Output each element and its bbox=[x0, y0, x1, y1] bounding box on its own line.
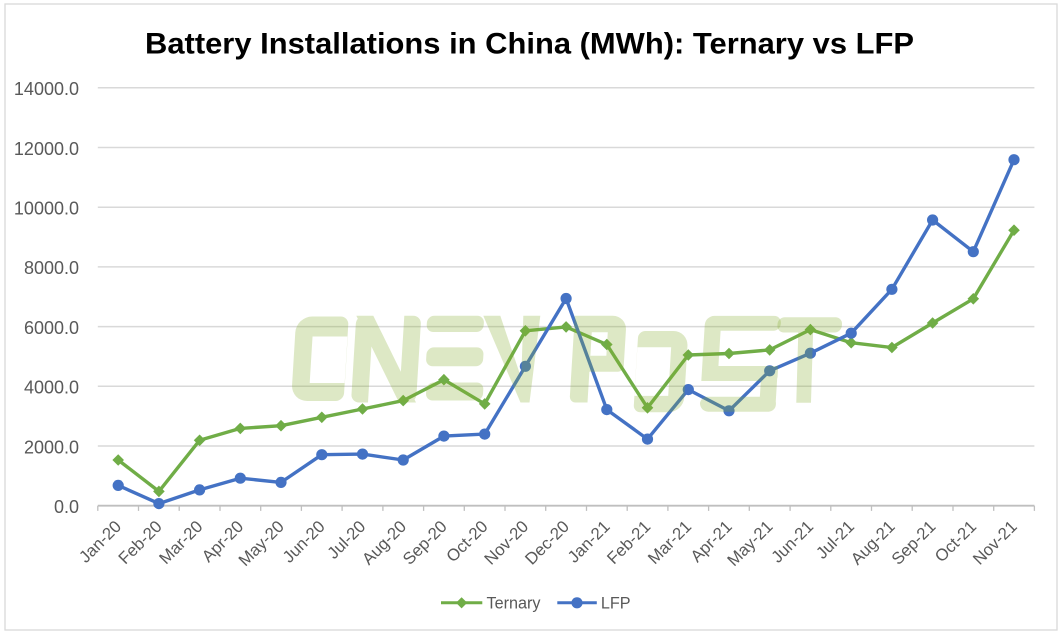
svg-text:4000.0: 4000.0 bbox=[24, 378, 79, 398]
svg-text:2000.0: 2000.0 bbox=[24, 437, 79, 457]
svg-text:8000.0: 8000.0 bbox=[24, 258, 79, 278]
svg-text:6000.0: 6000.0 bbox=[24, 318, 79, 338]
svg-text:Battery Installations in China: Battery Installations in China (MWh): Te… bbox=[145, 27, 914, 60]
svg-text:LFP: LFP bbox=[601, 595, 631, 613]
svg-text:Ternary: Ternary bbox=[487, 595, 542, 613]
svg-text:10000.0: 10000.0 bbox=[14, 199, 79, 219]
svg-text:12000.0: 12000.0 bbox=[14, 139, 79, 159]
svg-text:14000.0: 14000.0 bbox=[14, 79, 79, 99]
svg-text:0.0: 0.0 bbox=[54, 497, 79, 517]
